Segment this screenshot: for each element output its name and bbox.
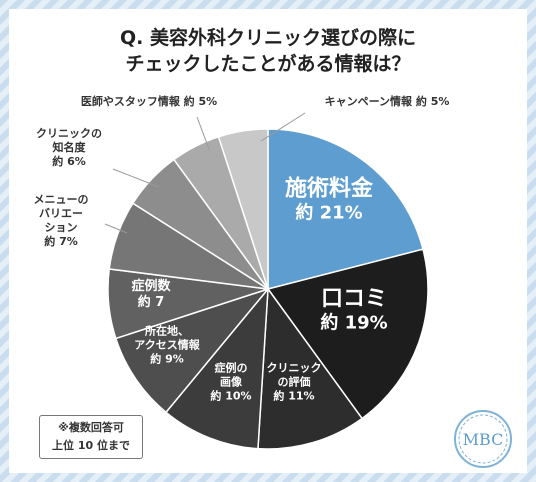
pie-slice-1 <box>267 128 424 290</box>
pie-slice-10 <box>217 128 269 290</box>
logo-badge-shape <box>454 410 512 468</box>
slice-value-1: 約 21% <box>295 201 362 223</box>
slice-label-4: 症例の <box>215 360 248 374</box>
chart-card: Q. 美容外科クリニック選びの際に チェックしたことがある情報は？ 施術料金約 … <box>9 9 527 473</box>
mbc-logo: MBC <box>454 410 512 468</box>
slice-label-3: クリニック <box>267 361 322 374</box>
slice-label-7: バリエー <box>39 207 83 220</box>
slice-value-6: 約 7 <box>138 294 165 310</box>
slice-label-6: 症例数 <box>131 278 171 294</box>
slice-value-2: 約 19% <box>320 311 387 333</box>
pie-slice-4 <box>164 286 269 450</box>
chart-title: Q. 美容外科クリニック選びの際に チェックしたことがある情報は？ <box>9 25 527 77</box>
title-line-2: チェックしたことがある情報は？ <box>125 53 411 75</box>
title-line-1: Q. 美容外科クリニック選びの際に <box>120 27 416 49</box>
note-line-2: 上位 10 位まで <box>52 439 130 452</box>
slice-label-8: 知名度 <box>52 140 87 154</box>
slice-label-2: 口コミ <box>321 286 387 311</box>
slice-label-4: 画像 <box>220 374 243 388</box>
slice-label-5: アクセス情報 <box>134 337 200 351</box>
slice-value-3: 約 11% <box>273 388 314 402</box>
slice-label-7: ション <box>45 221 78 234</box>
pie-slice-2 <box>266 248 429 420</box>
slice-label-5: 所在地、 <box>145 323 189 337</box>
slice-label-10: キャンペーン情報 約 5% <box>325 94 450 108</box>
note-line-1: ※複数回答可 <box>58 421 124 434</box>
pie-slice-3 <box>257 286 364 450</box>
leader-line-8 <box>112 168 160 188</box>
leader-line-9 <box>196 116 210 150</box>
leader-line-10 <box>260 112 306 142</box>
slice-label-1: 施術料金 <box>285 175 374 201</box>
slice-value-5: 約 9% <box>150 351 184 365</box>
slice-label-3: の評価 <box>278 374 311 388</box>
slice-value-7: 約 7% <box>44 234 78 248</box>
slice-value-8: 約 6% <box>52 154 86 168</box>
slice-label-9: 医師やスタッフ情報 約 5% <box>81 94 217 108</box>
slice-label-7: メニューの <box>34 193 89 206</box>
pie-slice-5 <box>114 287 271 414</box>
slice-value-4: 約 10% <box>210 388 251 402</box>
logo-text: MBC <box>463 430 504 449</box>
slice-label-8: クリニックの <box>36 127 102 140</box>
leader-line-7 <box>104 223 128 234</box>
note-box: ※複数回答可 上位 10 位まで <box>39 415 143 459</box>
